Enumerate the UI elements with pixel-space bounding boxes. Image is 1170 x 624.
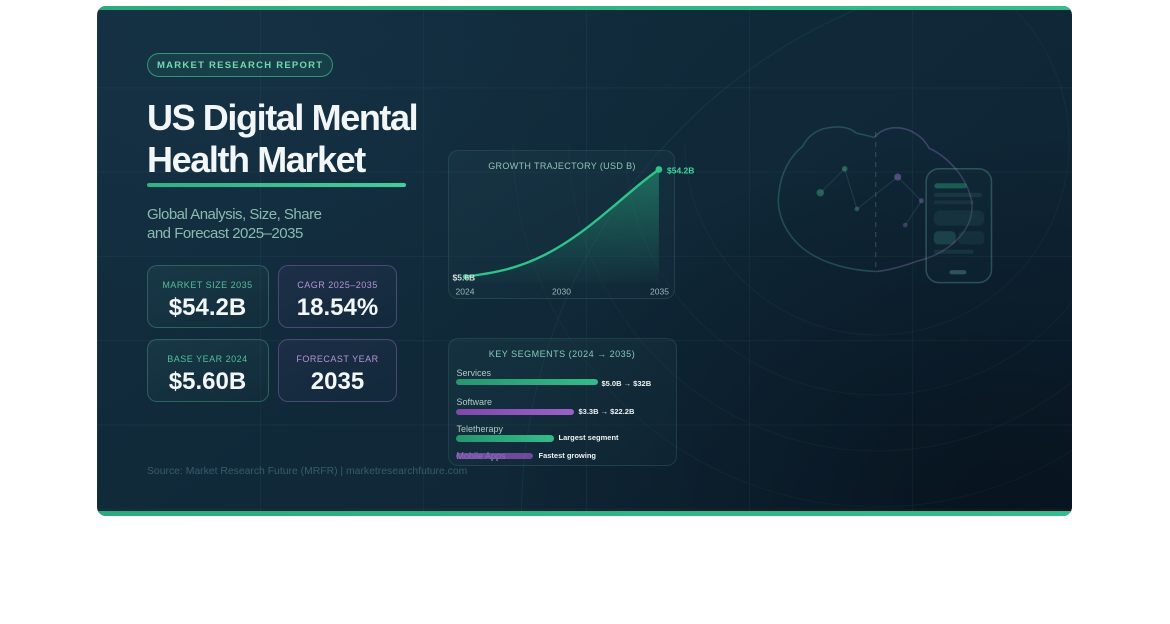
svg-text:2035: 2035 bbox=[650, 286, 669, 296]
svg-text:2024: 2024 bbox=[455, 286, 474, 296]
svg-text:$54.2B: $54.2B bbox=[667, 165, 694, 175]
svg-text:GROWTH TRAJECTORY (USD B): GROWTH TRAJECTORY (USD B) bbox=[488, 161, 636, 171]
svg-text:2030: 2030 bbox=[552, 286, 571, 296]
svg-text:$5.6B: $5.6B bbox=[452, 272, 475, 282]
